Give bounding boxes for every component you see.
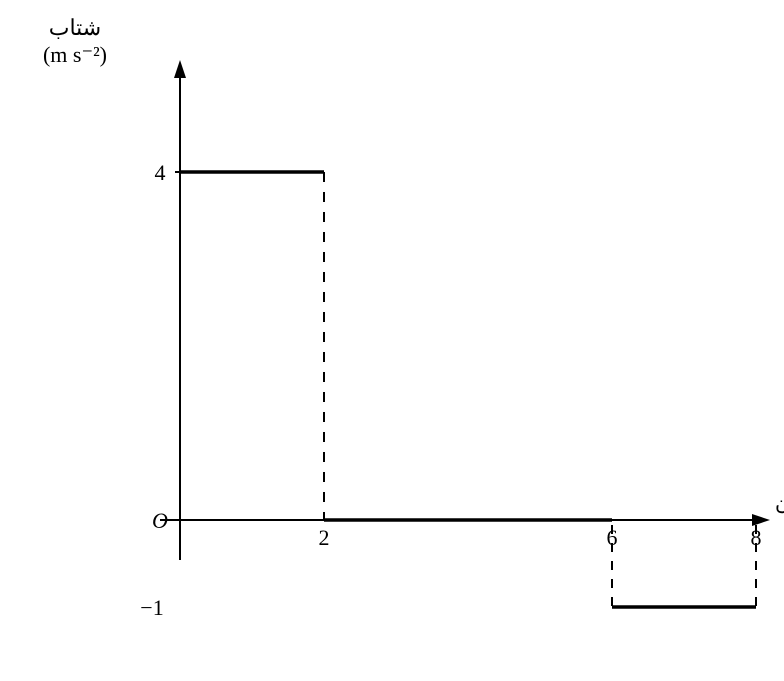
x-tick-label-2: 2	[319, 525, 330, 550]
origin-label: O	[152, 508, 168, 533]
chart-svg: شتاب (m s⁻²) زمان O 4 −1 2 6 8	[0, 0, 784, 681]
acceleration-time-chart: شتاب (m s⁻²) زمان O 4 −1 2 6 8	[0, 0, 784, 681]
x-tick-label-6: 6	[607, 525, 618, 550]
x-axis-title: زمان	[775, 493, 784, 515]
y-axis-title: شتاب	[49, 15, 102, 40]
x-tick-label-8: 8	[751, 525, 762, 550]
y-axis-arrow	[174, 60, 186, 78]
y-tick-label-4: 4	[155, 160, 166, 185]
y-axis-unit: (m s⁻²)	[43, 42, 107, 67]
y-tick-label-neg1: −1	[140, 595, 163, 620]
